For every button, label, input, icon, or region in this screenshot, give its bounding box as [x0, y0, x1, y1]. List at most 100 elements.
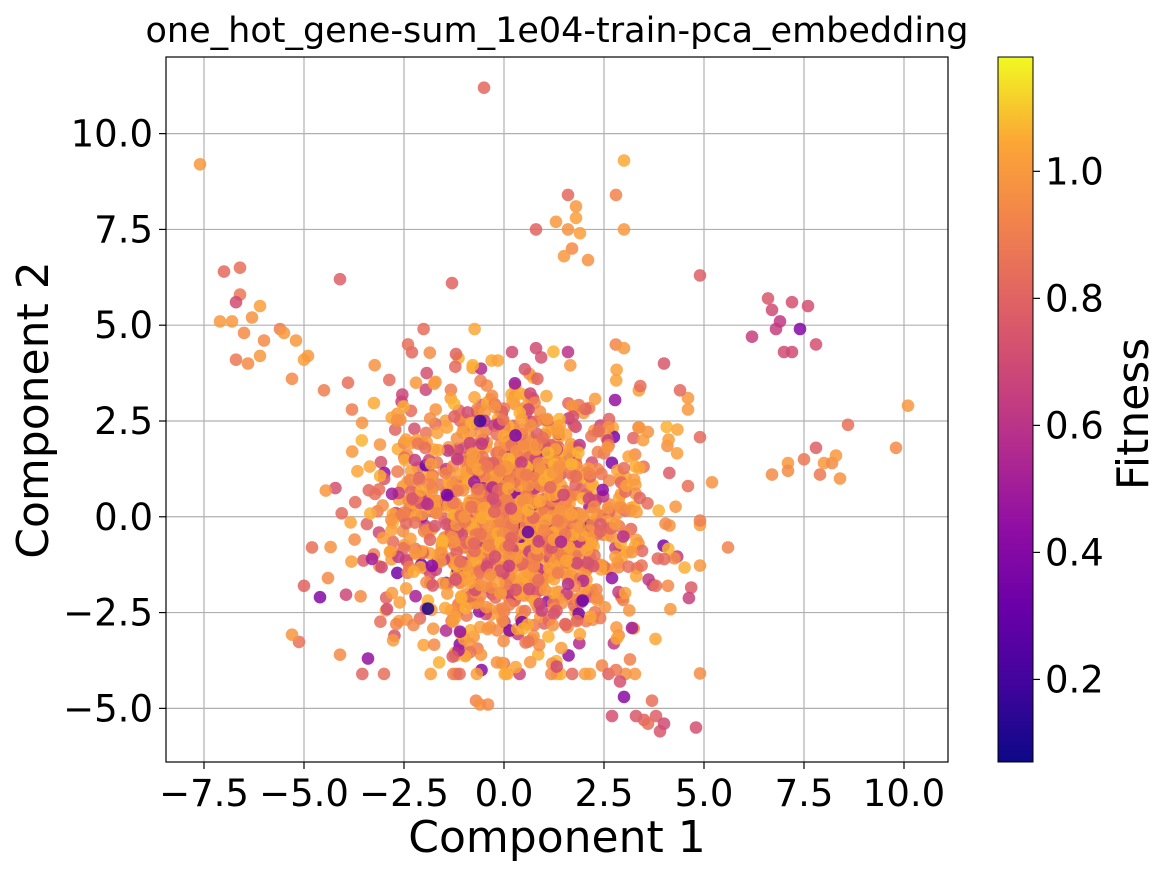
data-point [595, 467, 608, 481]
data-point [482, 539, 496, 552]
data-point [620, 479, 633, 493]
x-tick-label: 7.5 [775, 772, 834, 815]
data-point [628, 667, 642, 681]
data-point [373, 469, 387, 483]
data-point [630, 569, 643, 583]
data-point [463, 436, 477, 450]
data-point [541, 446, 555, 460]
data-point [901, 399, 915, 413]
data-point [693, 430, 707, 444]
data-point [570, 556, 584, 570]
data-point [584, 610, 597, 623]
data-point [427, 638, 441, 651]
data-point [693, 667, 707, 680]
data-point [277, 326, 291, 340]
data-point [521, 503, 535, 517]
data-point [649, 709, 663, 723]
data-point [376, 499, 390, 512]
data-point [400, 517, 413, 530]
data-point [333, 648, 347, 661]
y-tick-label: −5.0 [63, 687, 153, 730]
data-point [515, 413, 528, 426]
x-tick-label: −7.5 [159, 772, 249, 815]
data-point [553, 461, 566, 474]
data-point [634, 379, 647, 393]
data-point [551, 566, 565, 580]
data-point [474, 527, 487, 541]
data-point [466, 358, 480, 372]
data-point [609, 663, 623, 677]
data-point [550, 660, 563, 673]
data-point [423, 412, 437, 425]
data-point [453, 555, 467, 568]
data-point [439, 624, 453, 637]
data-point [551, 514, 564, 527]
data-point [625, 621, 639, 635]
x-tick-label: 0.0 [475, 772, 534, 815]
data-point [570, 614, 583, 628]
data-point [406, 492, 419, 505]
data-point [529, 341, 543, 355]
data-point [398, 506, 411, 519]
data-point [360, 517, 374, 531]
data-point [453, 625, 467, 638]
data-point [660, 420, 673, 434]
data-point [404, 532, 417, 546]
data-point [505, 345, 519, 359]
data-point [533, 494, 547, 508]
data-point [441, 444, 455, 457]
x-axis-ticks: −7.5 −5.0 −2.5 0.0 2.5 5.0 7.5 10.0 [159, 762, 945, 815]
data-point [481, 698, 495, 711]
data-point [441, 587, 454, 600]
data-point [451, 442, 465, 456]
data-point [344, 516, 357, 529]
data-point [540, 514, 554, 527]
data-point [693, 559, 707, 572]
data-point [586, 559, 600, 573]
data-point [434, 546, 448, 560]
data-point [663, 466, 676, 480]
y-tick-label: 7.5 [94, 208, 153, 251]
data-point [385, 524, 398, 537]
data-point [418, 441, 432, 455]
data-point [386, 634, 400, 647]
data-point [420, 366, 434, 380]
data-point [468, 322, 481, 336]
data-point [390, 414, 404, 427]
data-point [509, 660, 522, 674]
data-point [461, 406, 474, 419]
data-point [475, 511, 488, 524]
data-point [493, 586, 507, 600]
data-point [541, 412, 554, 426]
data-point [482, 519, 496, 533]
data-point [602, 420, 615, 434]
data-point [365, 552, 379, 566]
data-point [569, 470, 583, 483]
data-point [576, 594, 589, 607]
data-point [547, 607, 561, 620]
data-point [801, 299, 815, 313]
data-point [438, 601, 452, 615]
data-point [617, 530, 630, 543]
data-point [518, 362, 532, 376]
data-point [554, 535, 568, 549]
data-point [313, 590, 327, 604]
data-point [477, 501, 491, 515]
data-point [500, 492, 513, 506]
data-point [661, 579, 675, 593]
data-point [608, 393, 622, 407]
data-point [649, 579, 663, 593]
data-point [549, 215, 563, 229]
data-point [380, 602, 394, 616]
data-point [463, 576, 476, 589]
data-point [566, 410, 580, 423]
data-point [561, 577, 575, 591]
data-point [355, 416, 369, 430]
data-point [627, 431, 640, 445]
data-point [488, 505, 501, 519]
data-point [573, 520, 586, 534]
data-point [496, 602, 509, 615]
data-point [468, 450, 481, 463]
data-point [678, 561, 691, 574]
data-point [373, 438, 387, 451]
